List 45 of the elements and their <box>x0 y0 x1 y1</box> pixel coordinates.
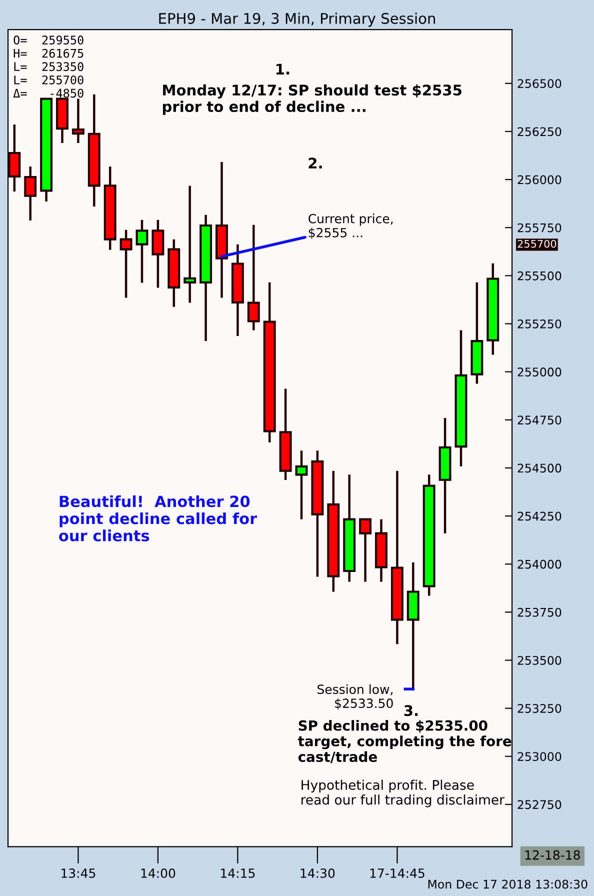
candlestick <box>295 450 308 520</box>
y-tick-label: 253250 <box>518 704 562 713</box>
y-tick-label: 253750 <box>518 608 562 617</box>
annotation: Monday 12/17: SP should test $2535 prior to end of decline ... <box>162 84 462 115</box>
annotation: Hypothetical profit. Please read our full trading disclaimer <box>302 780 504 808</box>
annotation: Beautiful! Another 20 point decline called for our clients <box>59 495 258 542</box>
y-tick-label: 252750 <box>518 800 562 810</box>
candlestick <box>72 98 84 144</box>
x-tick-label: 17-14:45 <box>370 868 424 878</box>
x-tick-label: 13:45 <box>62 868 96 878</box>
candlestick <box>247 224 260 332</box>
annotation: Current price, $2555 ... <box>308 214 393 240</box>
y-tick-label: 256250 <box>518 127 562 136</box>
candlestick <box>136 218 148 284</box>
y-tick-label: 256000 <box>518 175 562 184</box>
y-tick-label: 254000 <box>518 560 562 569</box>
y-tick-label: 255250 <box>518 319 562 328</box>
annotation: 2. <box>308 158 322 168</box>
y-tick-label: 253000 <box>518 752 562 762</box>
y-tick-label: 253500 <box>518 656 562 665</box>
x-tick-label: 14:15 <box>221 868 255 878</box>
annotation: 1. <box>276 64 290 74</box>
x-tick-label: 14:30 <box>300 868 335 878</box>
y-tick-label: 256500 <box>518 79 562 88</box>
text: 12-18-18 <box>525 850 580 860</box>
candlestick <box>24 165 37 222</box>
y-tick-label: 255500 <box>518 271 562 280</box>
candlestick <box>8 123 21 193</box>
y-tick-label: 254500 <box>518 464 562 473</box>
y-tick-label: 254750 <box>518 416 562 425</box>
annotation: O= 259550 H= 261675 L= 253350 L= 255700 Δ= -4850 <box>13 36 84 98</box>
candlestick <box>184 184 196 304</box>
annotation: Session low, $2533.50 <box>318 684 393 710</box>
text: Mon Dec 17 2018 13:08:30 <box>428 880 588 889</box>
annotation: SP declined to $2535.00 target, completing the fore cast/trade <box>298 720 512 764</box>
x-tick-label: 14:00 <box>141 868 176 878</box>
y-tick-label: 255750 <box>518 223 562 232</box>
y-tick-label: 254250 <box>518 512 562 521</box>
candlestick <box>120 228 132 299</box>
annotation: 3. <box>404 705 418 716</box>
candlestick <box>359 518 372 583</box>
candlestick <box>152 218 164 289</box>
y-tick-label: 255000 <box>518 368 562 376</box>
text: 255700 <box>518 240 556 248</box>
chart-title: EPH9 - Mar 19, 3 Min, Primary Session <box>159 12 435 27</box>
